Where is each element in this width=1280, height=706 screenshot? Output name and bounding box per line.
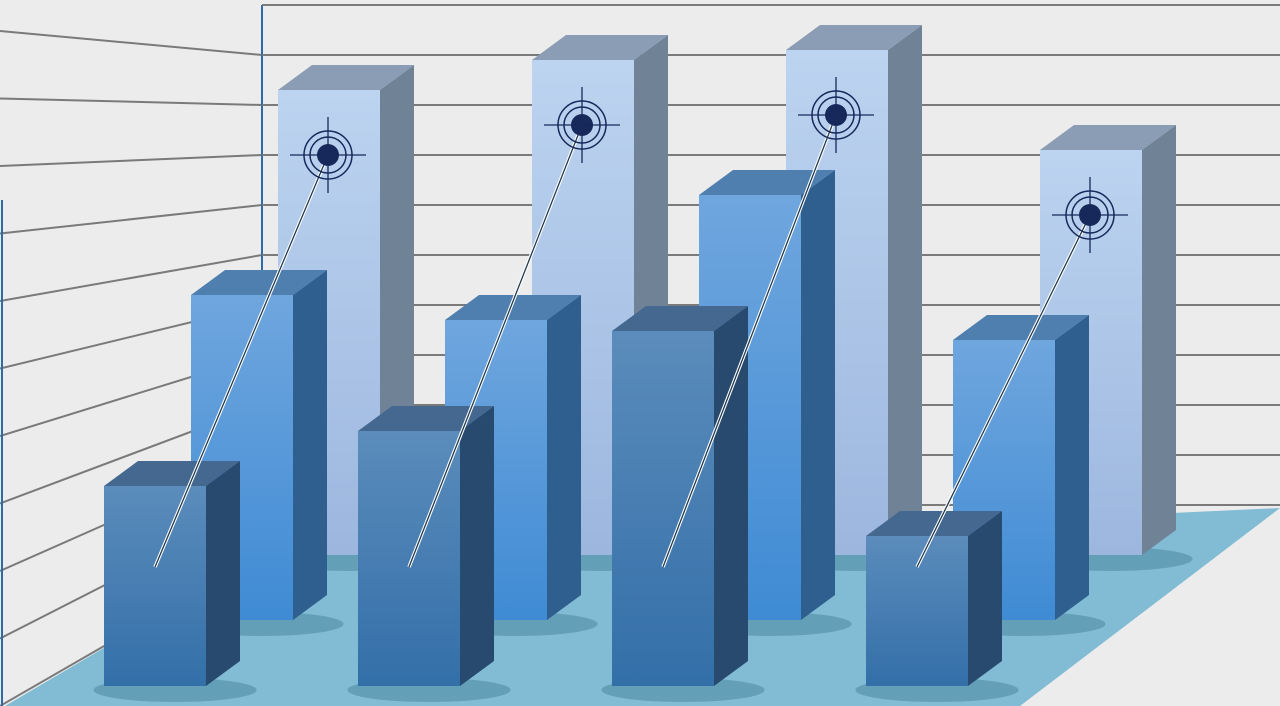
bar-side-face — [888, 25, 922, 555]
bar-side-face — [460, 406, 494, 686]
bar-top-face — [191, 270, 327, 295]
bar-front-face — [104, 486, 206, 686]
trend-line — [916, 214, 1091, 568]
bar-back-3 — [775, 25, 939, 571]
left-wall-gridline — [0, 97, 263, 106]
bar-top-face — [278, 65, 414, 90]
trend-line — [408, 124, 583, 568]
annotations — [153, 77, 1128, 568]
bar-side-face — [206, 461, 240, 686]
bar-front-4 — [855, 511, 1019, 702]
left-wall-gridline — [0, 30, 263, 56]
bar-side-face — [968, 511, 1002, 686]
bar-side-face — [714, 306, 748, 686]
trend-line — [662, 114, 837, 568]
bar-top-face — [699, 170, 835, 195]
bar-side-face — [293, 270, 327, 620]
left-wall-gridline — [0, 254, 263, 302]
bar-front-2 — [347, 406, 511, 702]
target-icon — [1052, 177, 1128, 253]
bar-front-face — [358, 431, 460, 686]
bar-top-face — [953, 315, 1089, 340]
bar-top-face — [1040, 125, 1176, 150]
left-wall-gridline — [0, 204, 263, 235]
target-icon — [290, 117, 366, 193]
bar-front-face — [866, 536, 968, 686]
target-icon — [798, 77, 874, 153]
bar-front-1 — [93, 461, 257, 702]
bar-front-face — [612, 331, 714, 686]
trend-line — [154, 154, 329, 568]
target-icon — [544, 87, 620, 163]
bar-side-face — [547, 295, 581, 620]
bar-top-face — [445, 295, 581, 320]
bar-top-face — [786, 25, 922, 50]
bar-front-3 — [601, 306, 765, 702]
bar-top-face — [358, 406, 494, 431]
left-wall-gridline — [0, 154, 263, 167]
bar-side-face — [1055, 315, 1089, 620]
bar-top-face — [612, 306, 748, 331]
bar-middle-3 — [688, 170, 852, 636]
bars — [93, 25, 1193, 702]
bar-side-face — [801, 170, 835, 620]
bar-top-face — [104, 461, 240, 486]
bar-top-face — [866, 511, 1002, 536]
bar-side-face — [1142, 125, 1176, 555]
bar-top-face — [532, 35, 668, 60]
